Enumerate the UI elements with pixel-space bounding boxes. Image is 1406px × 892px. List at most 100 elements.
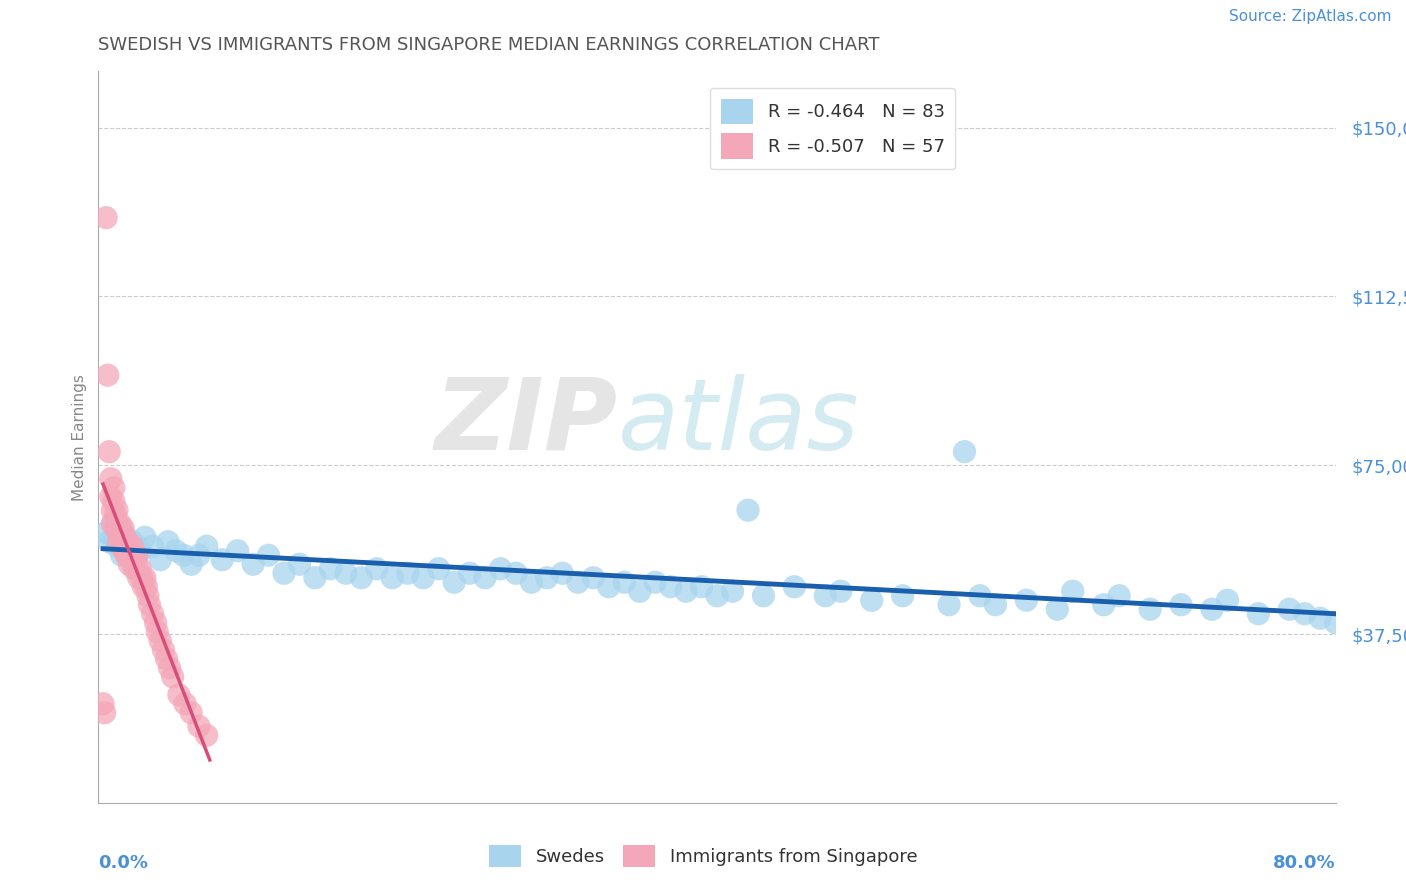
Point bbox=[830, 584, 852, 599]
Point bbox=[134, 571, 156, 585]
Point bbox=[149, 553, 172, 567]
Point bbox=[1015, 593, 1038, 607]
Point bbox=[104, 508, 127, 522]
Point bbox=[108, 516, 131, 531]
Point bbox=[273, 566, 295, 581]
Point bbox=[121, 534, 143, 549]
Point bbox=[174, 697, 197, 711]
Point bbox=[1294, 607, 1316, 621]
Point bbox=[1216, 593, 1239, 607]
Point bbox=[257, 548, 280, 562]
Point bbox=[124, 553, 146, 567]
Point bbox=[938, 598, 960, 612]
Point bbox=[412, 571, 434, 585]
Point bbox=[180, 558, 202, 572]
Point bbox=[157, 534, 180, 549]
Y-axis label: Median Earnings: Median Earnings bbox=[72, 374, 87, 500]
Point bbox=[136, 589, 159, 603]
Point bbox=[1201, 602, 1223, 616]
Point bbox=[112, 525, 135, 540]
Point bbox=[114, 543, 136, 558]
Point bbox=[226, 543, 249, 558]
Point bbox=[1247, 607, 1270, 621]
Text: 80.0%: 80.0% bbox=[1272, 854, 1336, 872]
Point bbox=[115, 539, 138, 553]
Point bbox=[195, 728, 218, 742]
Point bbox=[105, 516, 128, 531]
Point bbox=[118, 543, 141, 558]
Point bbox=[141, 539, 165, 553]
Point bbox=[1092, 598, 1115, 612]
Point bbox=[134, 530, 156, 544]
Point bbox=[100, 490, 122, 504]
Point bbox=[146, 624, 169, 639]
Point bbox=[598, 580, 620, 594]
Point bbox=[458, 566, 481, 581]
Point bbox=[127, 539, 149, 553]
Point bbox=[127, 562, 149, 576]
Point bbox=[366, 562, 388, 576]
Point bbox=[188, 548, 211, 562]
Point bbox=[103, 481, 125, 495]
Point bbox=[167, 688, 190, 702]
Point bbox=[107, 534, 129, 549]
Point bbox=[105, 503, 128, 517]
Point bbox=[122, 562, 145, 576]
Point bbox=[101, 516, 124, 531]
Point bbox=[131, 571, 153, 585]
Point bbox=[115, 539, 138, 553]
Point bbox=[129, 562, 152, 576]
Point bbox=[675, 584, 697, 599]
Point bbox=[474, 571, 496, 585]
Point bbox=[536, 571, 558, 585]
Point bbox=[149, 633, 172, 648]
Point bbox=[396, 566, 419, 581]
Legend: R = -0.464   N = 83, R = -0.507   N = 57: R = -0.464 N = 83, R = -0.507 N = 57 bbox=[710, 87, 956, 169]
Point bbox=[1309, 611, 1331, 625]
Point bbox=[121, 553, 143, 567]
Point bbox=[1062, 584, 1084, 599]
Point bbox=[165, 543, 187, 558]
Point bbox=[953, 444, 976, 458]
Point bbox=[860, 593, 883, 607]
Point bbox=[118, 543, 141, 558]
Point bbox=[105, 539, 128, 553]
Point bbox=[108, 534, 131, 549]
Point bbox=[98, 444, 121, 458]
Point bbox=[162, 670, 184, 684]
Point bbox=[117, 534, 139, 549]
Point bbox=[120, 548, 142, 562]
Point bbox=[783, 580, 806, 594]
Point bbox=[628, 584, 651, 599]
Point bbox=[107, 525, 129, 540]
Point bbox=[96, 525, 118, 540]
Point bbox=[582, 571, 605, 585]
Point bbox=[101, 516, 124, 531]
Point bbox=[814, 589, 837, 603]
Point bbox=[159, 661, 181, 675]
Point bbox=[706, 589, 728, 603]
Point bbox=[107, 521, 129, 535]
Point bbox=[721, 584, 744, 599]
Point bbox=[96, 211, 118, 225]
Point bbox=[1170, 598, 1192, 612]
Point bbox=[111, 525, 132, 540]
Point bbox=[752, 589, 775, 603]
Point bbox=[304, 571, 326, 585]
Point bbox=[100, 472, 122, 486]
Point bbox=[114, 530, 136, 544]
Text: SWEDISH VS IMMIGRANTS FROM SINGAPORE MEDIAN EARNINGS CORRELATION CHART: SWEDISH VS IMMIGRANTS FROM SINGAPORE MED… bbox=[98, 36, 880, 54]
Point bbox=[103, 530, 125, 544]
Point bbox=[104, 521, 127, 535]
Point bbox=[145, 615, 167, 630]
Point bbox=[124, 548, 146, 562]
Point bbox=[489, 562, 512, 576]
Point bbox=[132, 580, 155, 594]
Point bbox=[427, 562, 450, 576]
Point bbox=[505, 566, 527, 581]
Legend: Swedes, Immigrants from Singapore: Swedes, Immigrants from Singapore bbox=[481, 838, 925, 874]
Point bbox=[520, 575, 543, 590]
Point bbox=[111, 539, 132, 553]
Text: ZIP: ZIP bbox=[434, 374, 619, 471]
Text: Source: ZipAtlas.com: Source: ZipAtlas.com bbox=[1229, 9, 1392, 24]
